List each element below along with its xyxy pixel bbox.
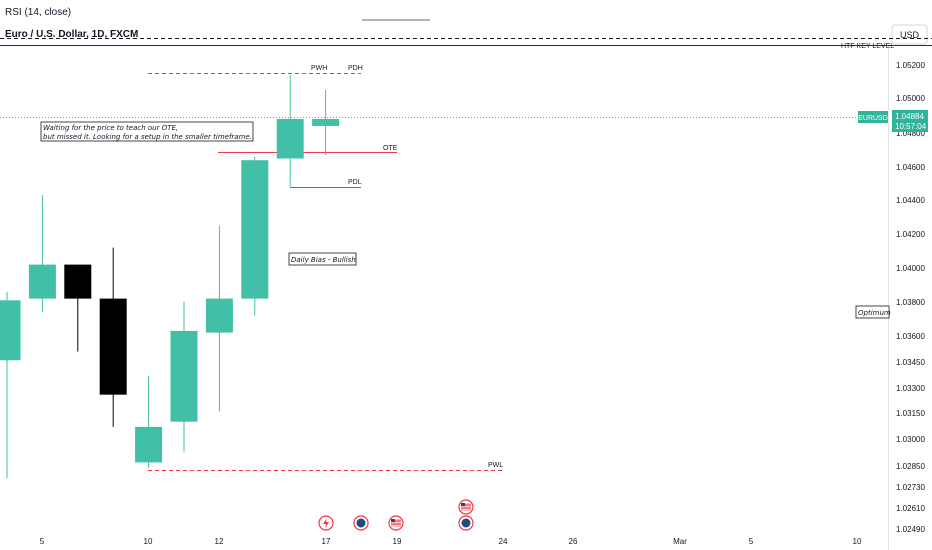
pane-resize-handle[interactable] xyxy=(362,19,430,21)
candle-body xyxy=(99,298,127,395)
bias-label: Daily Bias - Bullish xyxy=(291,256,356,264)
bias-box[interactable] xyxy=(288,252,357,266)
pwl-label: PWL xyxy=(488,462,503,469)
price-tag-countdown: 10:57:04 xyxy=(895,122,927,131)
candle[interactable] xyxy=(0,291,21,479)
candle-body xyxy=(0,300,21,361)
candle[interactable] xyxy=(135,375,163,468)
price-axis[interactable]: 1.05200 1.05000 1.04800 1.04600 1.04400 1.042… xyxy=(896,61,925,534)
optimum-label: Optimum xyxy=(858,309,891,317)
price-tag-value: 1.04884 xyxy=(895,112,924,121)
currency-button[interactable] xyxy=(891,24,928,45)
price-tick-label: 1.02730 xyxy=(896,483,925,492)
price-tick-label: 1.03150 xyxy=(896,409,925,418)
note-box[interactable] xyxy=(40,121,254,142)
pdh-label: PDH xyxy=(348,65,363,72)
time-tick-label: 26 xyxy=(569,537,578,546)
indicator-label: RSI (14, close) xyxy=(5,7,71,18)
candles-group xyxy=(0,74,340,479)
time-tick-label: 5 xyxy=(40,537,45,546)
candle-body xyxy=(28,264,56,299)
currency-button-label: USD xyxy=(900,30,920,40)
candle-body xyxy=(64,264,92,299)
us-flag-icon[interactable] xyxy=(458,499,474,515)
earnings-icon[interactable] xyxy=(318,515,334,531)
price-tick-label: 1.02490 xyxy=(896,525,925,534)
price-tick-label: 1.03600 xyxy=(896,332,925,341)
candle-body xyxy=(170,330,198,422)
htf-key-level-label: HTF KEY LEVEL xyxy=(841,43,894,50)
candle[interactable] xyxy=(205,225,233,412)
eu-flag-icon[interactable] xyxy=(458,515,474,531)
optimum-box[interactable] xyxy=(855,305,890,319)
time-tick-label: 10 xyxy=(853,537,862,546)
candle[interactable] xyxy=(64,264,92,352)
event-markers xyxy=(318,499,474,531)
price-tick-label: 1.05000 xyxy=(896,94,925,103)
time-axis[interactable]: 5 10 12 17 19 24 26 Mar 5 10 xyxy=(40,537,862,546)
price-tick-label: 1.04200 xyxy=(896,230,925,239)
time-tick-label: 5 xyxy=(749,537,754,546)
pdl-label: PDL xyxy=(348,179,362,186)
price-tag xyxy=(892,110,928,132)
symbol-title: Euro / U.S. Dollar, 1D, FXCM xyxy=(5,29,138,40)
price-tick-label: 1.02610 xyxy=(896,504,925,513)
candle-body xyxy=(241,160,269,299)
symbol-tag xyxy=(858,111,888,123)
eu-flag-icon[interactable] xyxy=(353,515,369,531)
time-tick-label: Mar xyxy=(673,537,687,546)
time-tick-label: 19 xyxy=(393,537,402,546)
candle-body xyxy=(205,298,233,333)
candle-body xyxy=(276,119,304,159)
candle[interactable] xyxy=(276,74,304,187)
candle-body xyxy=(135,426,163,463)
note-line-1: Waiting for the price to teach our OTE, xyxy=(43,124,178,132)
price-tick-label: 1.02850 xyxy=(896,462,925,471)
candle[interactable] xyxy=(312,89,340,156)
time-tick-label: 17 xyxy=(322,537,331,546)
candle-body xyxy=(312,119,340,126)
pwh-label: PWH xyxy=(311,65,327,72)
price-tick-label: 1.04600 xyxy=(896,163,925,172)
price-tick-label: 1.03000 xyxy=(896,435,925,444)
price-tick-label: 1.03450 xyxy=(896,358,925,367)
price-tick-label: 1.04800 xyxy=(896,129,925,138)
time-tick-label: 10 xyxy=(144,537,153,546)
note-line-2: but missed it. Looking for a setup in th… xyxy=(43,133,252,141)
candle[interactable] xyxy=(170,302,198,452)
candle[interactable] xyxy=(99,247,127,427)
candle[interactable] xyxy=(241,156,269,316)
symbol-tag-label: EURUSD xyxy=(858,115,888,122)
price-tick-label: 1.05200 xyxy=(896,61,925,70)
time-tick-label: 12 xyxy=(215,537,224,546)
price-tick-label: 1.03800 xyxy=(896,298,925,307)
price-tick-label: 1.04000 xyxy=(896,264,925,273)
time-tick-label: 24 xyxy=(499,537,508,546)
ote-label: OTE xyxy=(383,145,398,152)
price-tick-label: 1.04400 xyxy=(896,196,925,205)
candle[interactable] xyxy=(28,195,56,313)
us-flag-icon[interactable] xyxy=(388,515,404,531)
price-tick-label: 1.03300 xyxy=(896,384,925,393)
